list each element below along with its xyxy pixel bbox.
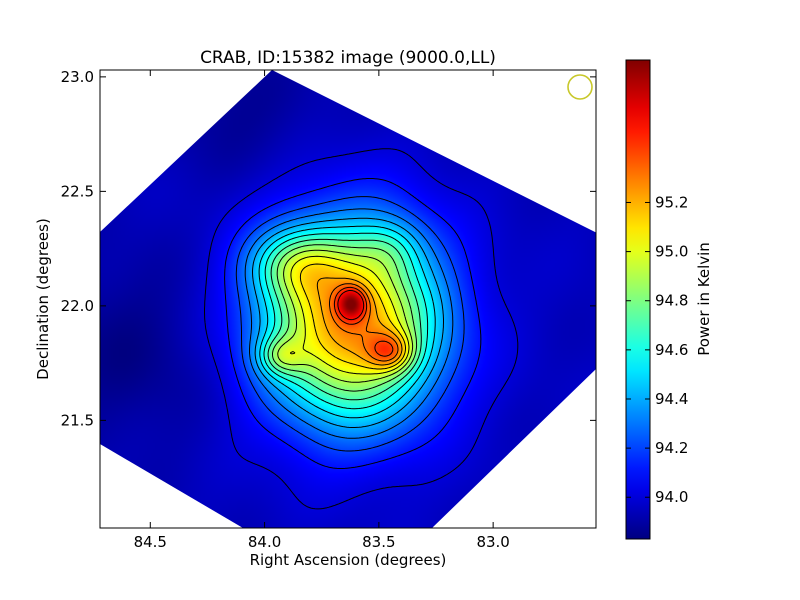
colorbar: 94.0 94.2 94.4 94.6 94.8 95.0 95.2 Power in Ke… — [625, 59, 713, 540]
x-tick-label: 84.5 — [134, 533, 167, 551]
colorbar-tick-label: 94.4 — [655, 390, 688, 408]
colorbar-tick-label: 94.2 — [655, 439, 688, 457]
plot-area — [100, 70, 596, 528]
colorbar-tick-label: 95.0 — [655, 243, 688, 261]
contour-line — [337, 290, 365, 321]
contour-line — [267, 238, 422, 401]
x-axis-label: Right Ascension (degrees) — [250, 551, 447, 569]
contour-line — [263, 232, 429, 410]
contour-layer — [204, 148, 519, 510]
y-tick-label: 22.5 — [61, 182, 94, 200]
heatmap-image — [100, 70, 596, 528]
plot-frame — [99, 69, 597, 529]
contour-line — [244, 208, 454, 439]
contour-line — [329, 283, 399, 362]
x-axis: 84.5 84.0 83.5 83.0 — [134, 70, 510, 551]
y-axis-label: Declination (degrees) — [34, 218, 52, 380]
x-tick-label: 84.0 — [248, 533, 281, 551]
colorbar-label: Power in Kelvin — [695, 242, 713, 356]
colorbar-tick-label: 95.2 — [655, 193, 688, 211]
contour-line — [258, 225, 436, 419]
contour-line — [333, 286, 394, 357]
contour-line — [277, 249, 414, 383]
y-tick-label: 21.5 — [61, 411, 94, 429]
colorbar-ticks: 94.0 94.2 94.4 94.6 94.8 95.0 95.2 — [626, 193, 688, 506]
contour-line — [289, 255, 410, 375]
contour-line — [235, 196, 465, 452]
contour-line — [224, 178, 482, 469]
contour-line — [204, 148, 519, 510]
contour-line — [316, 277, 403, 366]
chart-title: CRAB, ID:15382 image (9000.0,LL) — [200, 48, 496, 68]
colorbar-tick-label: 94.8 — [655, 292, 688, 310]
x-tick-label: 83.0 — [476, 533, 509, 551]
beam-marker — [567, 74, 593, 100]
colorbar-ramp — [625, 59, 651, 540]
colorbar-tick-label: 94.6 — [655, 341, 688, 359]
contour-line — [252, 217, 444, 428]
contour-line — [299, 263, 406, 370]
contour-line — [272, 244, 418, 392]
colorbar-tick-label: 94.0 — [655, 488, 688, 506]
y-tick-label: 23.0 — [61, 68, 94, 86]
x-tick-label: 83.5 — [362, 533, 395, 551]
y-tick-label: 22.0 — [61, 297, 94, 315]
y-axis: 21.5 22.0 22.5 23.0 — [61, 68, 596, 429]
